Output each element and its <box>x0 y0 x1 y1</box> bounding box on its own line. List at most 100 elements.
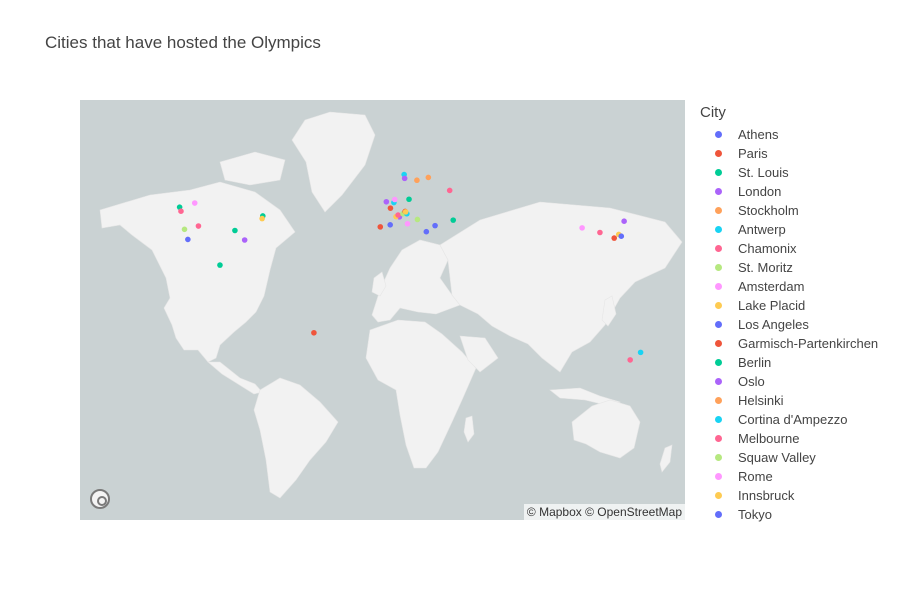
city-marker[interactable] <box>217 262 223 268</box>
city-marker[interactable] <box>414 216 421 223</box>
legend-item[interactable]: Tokyo <box>700 505 878 524</box>
city-marker[interactable] <box>618 233 625 239</box>
legend-item[interactable]: Berlin <box>700 353 878 372</box>
city-marker[interactable] <box>178 208 184 214</box>
city-marker[interactable] <box>446 187 453 194</box>
city-marker[interactable] <box>181 226 188 233</box>
legend-item[interactable]: Squaw Valley <box>700 448 878 467</box>
legend-marker-icon <box>715 473 722 480</box>
city-marker[interactable] <box>627 357 633 363</box>
city-marker[interactable] <box>195 223 202 229</box>
legend-label: Tokyo <box>738 507 772 522</box>
city-marker[interactable] <box>611 235 618 241</box>
city-marker[interactable] <box>185 236 191 243</box>
legend-item[interactable]: Cortina d'Ampezzo <box>700 410 878 429</box>
legend-label: Garmisch-Partenkirchen <box>738 336 879 351</box>
city-marker[interactable] <box>637 349 644 356</box>
legend-label: St. Moritz <box>738 260 793 275</box>
city-marker[interactable] <box>423 228 430 235</box>
legend-marker-icon <box>715 378 722 385</box>
city-marker[interactable] <box>425 174 432 181</box>
legend-item[interactable]: St. Moritz <box>700 258 878 277</box>
legend-item[interactable]: Helsinki <box>700 391 878 410</box>
legend-label: Antwerp <box>738 222 786 237</box>
land-greenland <box>291 111 376 213</box>
legend-marker-icon <box>715 283 722 290</box>
legend-item[interactable]: Innsbruck <box>700 486 878 505</box>
city-marker[interactable] <box>402 209 409 215</box>
legend-item[interactable]: Chamonix <box>700 239 878 258</box>
legend: City Athens Paris St. Louis London Stockholm… <box>700 104 878 524</box>
legend-item[interactable]: Lake Placid <box>700 296 878 315</box>
city-marker[interactable] <box>621 218 627 225</box>
legend-label: Cortina d'Ampezzo <box>738 412 848 427</box>
legend-item[interactable]: London <box>700 182 878 201</box>
world-map[interactable] <box>80 100 685 520</box>
legend-marker-icon <box>715 397 722 404</box>
city-marker[interactable] <box>311 329 317 336</box>
legend-label: Los Angeles <box>738 317 809 332</box>
city-marker[interactable] <box>414 177 420 184</box>
city-marker[interactable] <box>387 205 394 211</box>
city-marker[interactable] <box>597 229 603 236</box>
legend-item[interactable]: Amsterdam <box>700 277 878 296</box>
legend-item[interactable]: Garmisch-Partenkirchen <box>700 334 878 353</box>
legend-title: City <box>700 104 726 121</box>
city-marker[interactable] <box>432 222 438 229</box>
land-japan <box>601 295 617 327</box>
city-marker[interactable] <box>232 227 238 234</box>
city-marker[interactable] <box>191 200 198 206</box>
legend-item[interactable]: Los Angeles <box>700 315 878 334</box>
city-marker[interactable] <box>241 237 248 243</box>
legend-marker-icon <box>715 435 722 442</box>
legend-items: Athens Paris St. Louis London Stockholm Antwe… <box>700 125 878 524</box>
legend-marker-icon <box>715 169 722 176</box>
legend-label: Squaw Valley <box>738 450 816 465</box>
legend-item[interactable]: Melbourne <box>700 429 878 448</box>
city-marker[interactable] <box>404 220 411 227</box>
legend-marker-icon <box>715 340 722 347</box>
legend-marker-icon <box>715 416 722 423</box>
legend-item[interactable]: Rome <box>700 467 878 486</box>
legend-label: Chamonix <box>738 241 797 256</box>
city-marker[interactable] <box>395 212 401 218</box>
legend-label: Paris <box>738 146 768 161</box>
legend-item[interactable]: Stockholm <box>700 201 878 220</box>
city-marker[interactable] <box>383 198 390 205</box>
land-asia <box>439 201 683 373</box>
legend-label: Lake Placid <box>738 298 806 313</box>
land-british-isles <box>371 271 387 297</box>
legend-label: Berlin <box>738 355 772 370</box>
legend-marker-icon <box>715 150 722 157</box>
land-madagascar <box>463 415 475 443</box>
city-marker[interactable] <box>391 196 398 203</box>
land-central-america <box>207 361 263 395</box>
legend-item[interactable]: Athens <box>700 125 878 144</box>
city-marker[interactable] <box>406 196 412 203</box>
mapbox-logo-icon[interactable] <box>90 489 110 509</box>
legend-marker-icon <box>715 302 722 309</box>
legend-label: Amsterdam <box>738 279 805 294</box>
legend-marker-icon <box>715 492 722 499</box>
legend-item[interactable]: Antwerp <box>700 220 878 239</box>
legend-label: Melbourne <box>738 431 800 446</box>
legend-item[interactable]: Paris <box>700 144 878 163</box>
city-marker[interactable] <box>259 215 265 222</box>
legend-marker-icon <box>715 264 722 271</box>
land-north-america <box>99 181 296 363</box>
city-marker[interactable] <box>450 217 457 223</box>
legend-label: Stockholm <box>738 203 799 218</box>
map-area[interactable]: © Mapbox © OpenStreetMap <box>80 100 685 520</box>
city-marker[interactable] <box>579 225 585 231</box>
city-marker[interactable] <box>377 224 384 230</box>
city-marker[interactable] <box>387 221 393 228</box>
legend-marker-icon <box>715 454 722 461</box>
legend-item[interactable]: Oslo <box>700 372 878 391</box>
land-arctic-islands <box>219 151 286 186</box>
city-marker[interactable] <box>401 175 408 182</box>
legend-label: Oslo <box>738 374 765 389</box>
map-attribution[interactable]: © Mapbox © OpenStreetMap <box>523 504 685 520</box>
legend-item[interactable]: St. Louis <box>700 163 878 182</box>
land-new-zealand <box>659 444 673 473</box>
legend-label: Rome <box>738 469 773 484</box>
